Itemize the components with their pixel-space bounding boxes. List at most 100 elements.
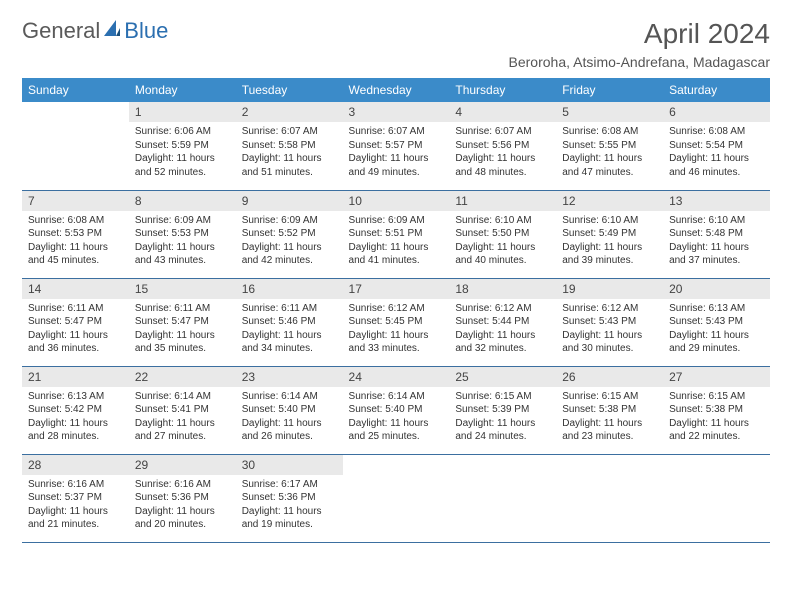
sunrise-line: Sunrise: 6:12 AM [562,302,657,316]
calendar-row: 28Sunrise: 6:16 AMSunset: 5:37 PMDayligh… [22,454,770,542]
day-content: Sunrise: 6:14 AMSunset: 5:40 PMDaylight:… [236,387,343,450]
calendar-cell: 3Sunrise: 6:07 AMSunset: 5:57 PMDaylight… [343,102,450,190]
daylight-line: Daylight: 11 hours and 52 minutes. [135,152,230,179]
sunrise-line: Sunrise: 6:15 AM [669,390,764,404]
calendar-row: ..1Sunrise: 6:06 AMSunset: 5:59 PMDaylig… [22,102,770,190]
header: General Blue April 2024 Beroroha, Atsimo… [22,18,770,70]
daylight-line: Daylight: 11 hours and 21 minutes. [28,505,123,532]
daylight-line: Daylight: 11 hours and 34 minutes. [242,329,337,356]
calendar-cell: 25Sunrise: 6:15 AMSunset: 5:39 PMDayligh… [449,366,556,454]
daylight-line: Daylight: 11 hours and 39 minutes. [562,241,657,268]
sunrise-line: Sunrise: 6:08 AM [28,214,123,228]
day-content: Sunrise: 6:06 AMSunset: 5:59 PMDaylight:… [129,122,236,185]
day-number: 12 [556,191,663,211]
sunrise-line: Sunrise: 6:15 AM [562,390,657,404]
sunset-line: Sunset: 5:38 PM [562,403,657,417]
sunrise-line: Sunrise: 6:13 AM [669,302,764,316]
sunset-line: Sunset: 5:47 PM [28,315,123,329]
calendar-cell: 22Sunrise: 6:14 AMSunset: 5:41 PMDayligh… [129,366,236,454]
calendar-cell: 28Sunrise: 6:16 AMSunset: 5:37 PMDayligh… [22,454,129,542]
title-block: April 2024 Beroroha, Atsimo-Andrefana, M… [509,18,770,70]
sunrise-line: Sunrise: 6:06 AM [135,125,230,139]
day-content: Sunrise: 6:10 AMSunset: 5:48 PMDaylight:… [663,211,770,274]
sunset-line: Sunset: 5:53 PM [28,227,123,241]
calendar-cell: 13Sunrise: 6:10 AMSunset: 5:48 PMDayligh… [663,190,770,278]
day-content: Sunrise: 6:12 AMSunset: 5:44 PMDaylight:… [449,299,556,362]
sunset-line: Sunset: 5:59 PM [135,139,230,153]
calendar-cell: 17Sunrise: 6:12 AMSunset: 5:45 PMDayligh… [343,278,450,366]
day-number: 10 [343,191,450,211]
day-content: Sunrise: 6:16 AMSunset: 5:37 PMDaylight:… [22,475,129,538]
calendar-body: ..1Sunrise: 6:06 AMSunset: 5:59 PMDaylig… [22,102,770,542]
day-number: 27 [663,367,770,387]
logo-text-right: Blue [124,18,168,44]
daylight-line: Daylight: 11 hours and 42 minutes. [242,241,337,268]
sunset-line: Sunset: 5:40 PM [242,403,337,417]
sunset-line: Sunset: 5:40 PM [349,403,444,417]
day-content: Sunrise: 6:11 AMSunset: 5:47 PMDaylight:… [22,299,129,362]
calendar-cell: .. [22,102,129,190]
calendar-cell: .. [343,454,450,542]
day-content: Sunrise: 6:09 AMSunset: 5:51 PMDaylight:… [343,211,450,274]
sunset-line: Sunset: 5:53 PM [135,227,230,241]
logo-text-left: General [22,18,100,44]
day-number: 25 [449,367,556,387]
day-number: 26 [556,367,663,387]
daylight-line: Daylight: 11 hours and 43 minutes. [135,241,230,268]
day-content: Sunrise: 6:14 AMSunset: 5:41 PMDaylight:… [129,387,236,450]
sunrise-line: Sunrise: 6:10 AM [455,214,550,228]
daylight-line: Daylight: 11 hours and 28 minutes. [28,417,123,444]
calendar-cell: 12Sunrise: 6:10 AMSunset: 5:49 PMDayligh… [556,190,663,278]
sunset-line: Sunset: 5:47 PM [135,315,230,329]
day-content: Sunrise: 6:11 AMSunset: 5:47 PMDaylight:… [129,299,236,362]
sunset-line: Sunset: 5:57 PM [349,139,444,153]
daylight-line: Daylight: 11 hours and 46 minutes. [669,152,764,179]
calendar-cell: 15Sunrise: 6:11 AMSunset: 5:47 PMDayligh… [129,278,236,366]
day-number: 16 [236,279,343,299]
logo: General Blue [22,18,168,44]
sunrise-line: Sunrise: 6:11 AM [28,302,123,316]
daylight-line: Daylight: 11 hours and 20 minutes. [135,505,230,532]
day-number: 20 [663,279,770,299]
day-number: 21 [22,367,129,387]
sunset-line: Sunset: 5:54 PM [669,139,764,153]
weekday-header: Saturday [663,78,770,102]
calendar-cell: 7Sunrise: 6:08 AMSunset: 5:53 PMDaylight… [22,190,129,278]
calendar-cell: 24Sunrise: 6:14 AMSunset: 5:40 PMDayligh… [343,366,450,454]
daylight-line: Daylight: 11 hours and 47 minutes. [562,152,657,179]
day-content: Sunrise: 6:09 AMSunset: 5:52 PMDaylight:… [236,211,343,274]
daylight-line: Daylight: 11 hours and 29 minutes. [669,329,764,356]
weekday-header: Sunday [22,78,129,102]
sunset-line: Sunset: 5:50 PM [455,227,550,241]
weekday-header: Monday [129,78,236,102]
sunset-line: Sunset: 5:37 PM [28,491,123,505]
sunset-line: Sunset: 5:58 PM [242,139,337,153]
day-number: 19 [556,279,663,299]
sunset-line: Sunset: 5:48 PM [669,227,764,241]
sunrise-line: Sunrise: 6:14 AM [242,390,337,404]
calendar-cell: 6Sunrise: 6:08 AMSunset: 5:54 PMDaylight… [663,102,770,190]
day-content: Sunrise: 6:10 AMSunset: 5:49 PMDaylight:… [556,211,663,274]
day-content: Sunrise: 6:15 AMSunset: 5:39 PMDaylight:… [449,387,556,450]
daylight-line: Daylight: 11 hours and 26 minutes. [242,417,337,444]
day-number: 1 [129,102,236,122]
day-number: 23 [236,367,343,387]
sunrise-line: Sunrise: 6:14 AM [135,390,230,404]
sunrise-line: Sunrise: 6:11 AM [135,302,230,316]
day-number: 14 [22,279,129,299]
calendar-cell: 5Sunrise: 6:08 AMSunset: 5:55 PMDaylight… [556,102,663,190]
calendar-cell: 30Sunrise: 6:17 AMSunset: 5:36 PMDayligh… [236,454,343,542]
sunrise-line: Sunrise: 6:14 AM [349,390,444,404]
sunset-line: Sunset: 5:46 PM [242,315,337,329]
day-number: 7 [22,191,129,211]
day-number: 8 [129,191,236,211]
sunrise-line: Sunrise: 6:07 AM [349,125,444,139]
sunset-line: Sunset: 5:45 PM [349,315,444,329]
sunrise-line: Sunrise: 6:07 AM [242,125,337,139]
month-title: April 2024 [509,18,770,50]
weekday-header: Friday [556,78,663,102]
sunrise-line: Sunrise: 6:17 AM [242,478,337,492]
day-content: Sunrise: 6:11 AMSunset: 5:46 PMDaylight:… [236,299,343,362]
daylight-line: Daylight: 11 hours and 49 minutes. [349,152,444,179]
calendar-table: SundayMondayTuesdayWednesdayThursdayFrid… [22,78,770,543]
